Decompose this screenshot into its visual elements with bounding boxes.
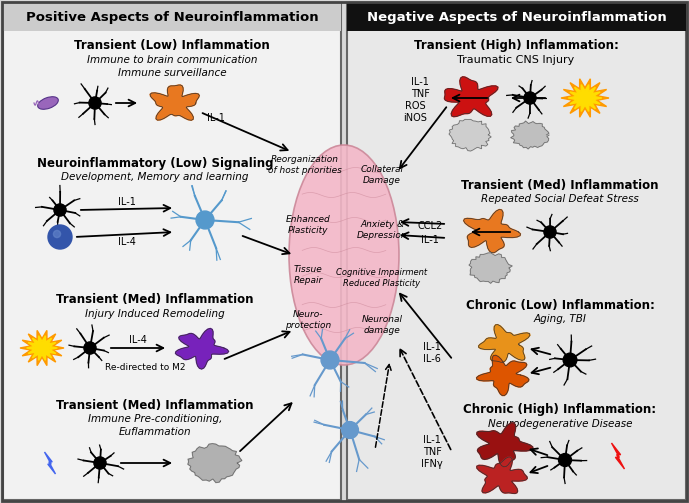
FancyBboxPatch shape [347,3,686,31]
Text: Reorganization
of host priorities: Reorganization of host priorities [268,155,342,175]
Text: Neuro-
protection: Neuro- protection [285,310,331,330]
Text: Re-directed to M2: Re-directed to M2 [105,364,185,373]
Polygon shape [45,452,56,474]
Polygon shape [449,119,491,151]
Polygon shape [568,85,601,112]
Polygon shape [27,336,57,360]
Text: IL-4: IL-4 [118,237,136,247]
Text: IL-1: IL-1 [421,235,439,245]
Text: Immune surveillance: Immune surveillance [118,68,226,78]
Polygon shape [477,457,527,493]
Text: Aging, TBI: Aging, TBI [533,314,586,324]
Text: Neuronal
damage: Neuronal damage [362,315,402,335]
Text: Positive Aspects of Neuroinflammation: Positive Aspects of Neuroinflammation [25,11,318,24]
Polygon shape [477,355,529,395]
Polygon shape [444,77,498,117]
Circle shape [54,204,66,216]
FancyBboxPatch shape [3,3,341,500]
Text: Transient (Low) Inflammation: Transient (Low) Inflammation [74,39,270,51]
Polygon shape [561,79,609,117]
Polygon shape [20,330,64,366]
Text: Collateral
Damage: Collateral Damage [360,165,404,185]
Circle shape [563,353,577,367]
Circle shape [48,225,72,249]
Polygon shape [188,444,242,482]
Polygon shape [464,209,520,253]
Circle shape [89,97,101,109]
Circle shape [84,342,96,354]
Text: Euflammation: Euflammation [119,427,192,437]
Polygon shape [479,324,530,362]
Text: IL-1
TNF: IL-1 TNF [411,77,429,99]
Text: Anxiety &
Depression: Anxiety & Depression [357,220,407,240]
Circle shape [342,422,358,439]
Circle shape [524,92,536,104]
Text: CCL2: CCL2 [418,221,442,231]
Text: IL-1: IL-1 [118,197,136,207]
Text: Negative Aspects of Neuroinflammation: Negative Aspects of Neuroinflammation [367,11,666,24]
Text: IL-1
IL-6: IL-1 IL-6 [423,342,441,364]
Text: Development, Memory and learning: Development, Memory and learning [61,172,249,182]
Polygon shape [511,121,549,149]
Text: Neurodegenerative Disease: Neurodegenerative Disease [488,419,633,429]
Text: Injury Induced Remodeling: Injury Induced Remodeling [85,309,225,319]
FancyBboxPatch shape [3,3,341,31]
Text: Repeated Social Defeat Stress: Repeated Social Defeat Stress [481,194,639,204]
Text: Transient (Med) Inflammation: Transient (Med) Inflammation [56,398,254,411]
Text: Neuroinflammatory (Low) Signaling: Neuroinflammatory (Low) Signaling [37,156,274,170]
Ellipse shape [38,97,59,109]
Polygon shape [150,85,199,120]
Text: IL-4: IL-4 [129,335,147,345]
Polygon shape [469,253,512,283]
Polygon shape [477,423,533,467]
Text: Immune to brain communication: Immune to brain communication [87,55,257,65]
Polygon shape [176,328,229,369]
Text: Cognitive Impairment
Reduced Plasticity: Cognitive Impairment Reduced Plasticity [336,268,428,288]
Text: ROS
iNOS: ROS iNOS [403,101,427,123]
Circle shape [94,457,106,469]
Text: Transient (Med) Inflammation: Transient (Med) Inflammation [56,293,254,306]
Polygon shape [612,443,624,469]
Circle shape [54,230,61,237]
Circle shape [321,351,339,369]
Text: Chronic (High) Inflammation:: Chronic (High) Inflammation: [464,403,657,416]
Text: IL-1
TNF
IFNγ: IL-1 TNF IFNγ [421,436,443,469]
Text: Transient (High) Inflammation:: Transient (High) Inflammation: [413,39,619,51]
Circle shape [196,211,214,229]
Text: Chronic (Low) Inflammation:: Chronic (Low) Inflammation: [466,298,655,311]
Text: IL-1: IL-1 [207,113,225,123]
Ellipse shape [289,145,399,365]
Text: Traumatic CNS Injury: Traumatic CNS Injury [457,55,575,65]
Text: Immune Pre-conditioning,: Immune Pre-conditioning, [88,414,222,424]
Circle shape [559,454,571,466]
Text: Enhanced
Plasticity: Enhanced Plasticity [286,215,330,235]
Text: Tissue
Repair: Tissue Repair [294,265,322,285]
FancyBboxPatch shape [347,3,686,500]
Text: Transient (Med) Inflammation: Transient (Med) Inflammation [461,179,659,192]
Circle shape [544,226,556,238]
